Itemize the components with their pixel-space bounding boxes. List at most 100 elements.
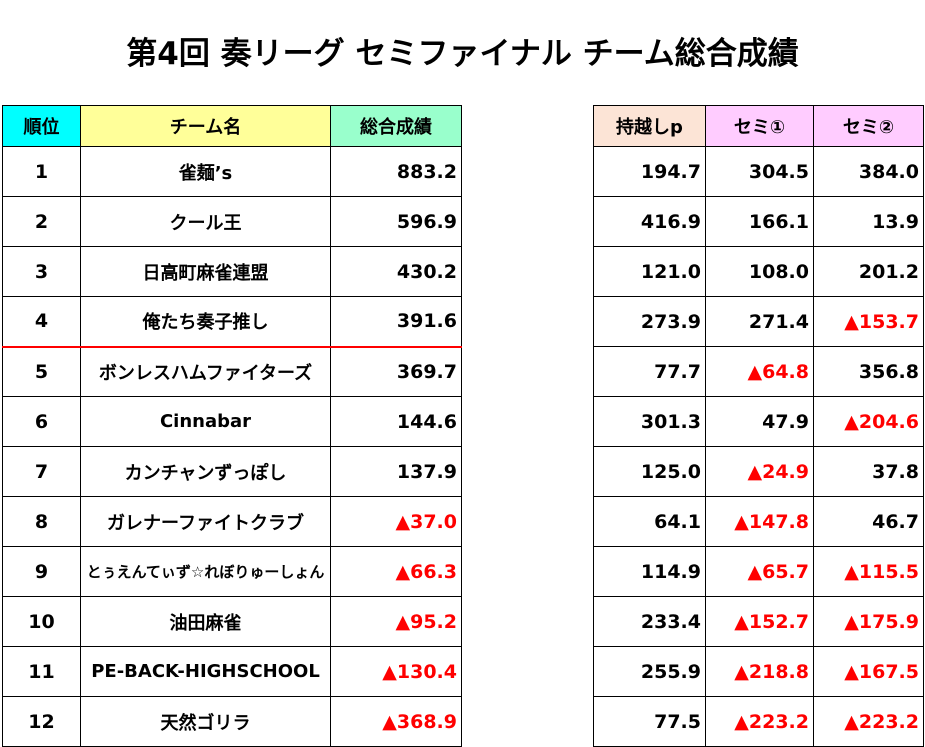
rank-cell: 11 [2, 646, 81, 697]
team-name-cell: 油田麻雀 [80, 596, 331, 647]
breakdown-header-row: 持越しp セミ① セミ② [593, 105, 924, 147]
table-row: 2 クール王 596.9 [2, 196, 462, 247]
rank-cell: 10 [2, 596, 81, 647]
table-row: 1 雀麺’s 883.2 [2, 146, 462, 197]
table-row: 10 油田麻雀 ▲95.2 [2, 596, 462, 647]
carry-points-cell: 77.7 [593, 346, 706, 397]
standings-header-row: 順位 チーム名 総合成績 [2, 105, 462, 147]
total-score-cell: 369.7 [330, 346, 462, 397]
carry-points-cell: 301.3 [593, 396, 706, 447]
team-name-cell: とぅえんてぃず☆れぼりゅーしょん [80, 546, 331, 597]
total-score-cell: 144.6 [330, 396, 462, 447]
carry-points-cell: 273.9 [593, 296, 706, 347]
table-row: 416.9 166.1 13.9 [593, 196, 924, 247]
semi1-score-cell: ▲152.7 [705, 596, 814, 647]
team-name-cell: 雀麺’s [80, 146, 331, 197]
team-name-cell: Cinnabar [80, 396, 331, 447]
table-row: 5 ボンレスハムファイターズ 369.7 [2, 346, 462, 397]
rank-cell: 6 [2, 396, 81, 447]
table-row: 12 天然ゴリラ ▲368.9 [2, 696, 462, 747]
carry-points-cell: 114.9 [593, 546, 706, 597]
semi1-score-cell: ▲218.8 [705, 646, 814, 697]
table-row: 301.3 47.9 ▲204.6 [593, 396, 924, 447]
standings-table: 順位 チーム名 総合成績 1 雀麺’s 883.2 2 クール王 596.9 3 日高町麻雀連… [2, 105, 462, 747]
table-row: 6 Cinnabar 144.6 [2, 396, 462, 447]
total-score-cell: ▲368.9 [330, 696, 462, 747]
rank-cell: 8 [2, 496, 81, 547]
carry-points-cell: 416.9 [593, 196, 706, 247]
rank-cell: 3 [2, 246, 81, 297]
header-total: 総合成績 [330, 105, 462, 147]
semi2-score-cell: ▲153.7 [813, 296, 924, 347]
total-score-cell: 137.9 [330, 446, 462, 497]
rank-cell: 7 [2, 446, 81, 497]
carry-points-cell: 255.9 [593, 646, 706, 697]
semi2-score-cell: ▲175.9 [813, 596, 924, 647]
team-name-cell: カンチャンずっぽし [80, 446, 331, 497]
carry-points-cell: 64.1 [593, 496, 706, 547]
table-row: 9 とぅえんてぃず☆れぼりゅーしょん ▲66.3 [2, 546, 462, 597]
table-row: 4 俺たち奏子推し 391.6 [2, 296, 462, 348]
semi1-score-cell: ▲65.7 [705, 546, 814, 597]
total-score-cell: 391.6 [330, 296, 462, 348]
rank-cell: 2 [2, 196, 81, 247]
semi2-score-cell: ▲223.2 [813, 696, 924, 747]
semi1-score-cell: ▲64.8 [705, 346, 814, 397]
header-carry: 持越しp [593, 105, 706, 147]
table-row: 8 ガレナーファイトクラブ ▲37.0 [2, 496, 462, 547]
carry-points-cell: 125.0 [593, 446, 706, 497]
semi2-score-cell: ▲167.5 [813, 646, 924, 697]
rank-cell: 12 [2, 696, 81, 747]
semi2-score-cell: 13.9 [813, 196, 924, 247]
table-row: 255.9 ▲218.8 ▲167.5 [593, 646, 924, 697]
rank-cell: 4 [2, 296, 81, 348]
table-row: 114.9 ▲65.7 ▲115.5 [593, 546, 924, 597]
table-row: 64.1 ▲147.8 46.7 [593, 496, 924, 547]
semi1-score-cell: 108.0 [705, 246, 814, 297]
header-semi1: セミ① [705, 105, 814, 147]
carry-points-cell: 194.7 [593, 146, 706, 197]
semi2-score-cell: 384.0 [813, 146, 924, 197]
team-name-cell: 日高町麻雀連盟 [80, 246, 331, 297]
team-name-cell: ガレナーファイトクラブ [80, 496, 331, 547]
carry-points-cell: 121.0 [593, 246, 706, 297]
table-row: 273.9 271.4 ▲153.7 [593, 296, 924, 347]
table-row: 3 日高町麻雀連盟 430.2 [2, 246, 462, 297]
total-score-cell: 883.2 [330, 146, 462, 197]
breakdown-table: 持越しp セミ① セミ② 194.7 304.5 384.0 416.9 166.1 13… [593, 105, 924, 747]
semi1-score-cell: ▲147.8 [705, 496, 814, 547]
total-score-cell: ▲130.4 [330, 646, 462, 697]
team-name-cell: 天然ゴリラ [80, 696, 331, 747]
header-semi2: セミ② [813, 105, 924, 147]
carry-points-cell: 233.4 [593, 596, 706, 647]
team-name-cell: PE-BACK-HIGHSCHOOL [80, 646, 331, 697]
table-row: 77.5 ▲223.2 ▲223.2 [593, 696, 924, 747]
semi2-score-cell: ▲115.5 [813, 546, 924, 597]
table-row: 7 カンチャンずっぽし 137.9 [2, 446, 462, 497]
semi1-score-cell: ▲223.2 [705, 696, 814, 747]
rank-cell: 5 [2, 346, 81, 397]
header-rank: 順位 [2, 105, 81, 147]
table-row: 121.0 108.0 201.2 [593, 246, 924, 297]
semi1-score-cell: 47.9 [705, 396, 814, 447]
semi2-score-cell: 356.8 [813, 346, 924, 397]
total-score-cell: 596.9 [330, 196, 462, 247]
table-row: 125.0 ▲24.9 37.8 [593, 446, 924, 497]
total-score-cell: 430.2 [330, 246, 462, 297]
total-score-cell: ▲66.3 [330, 546, 462, 597]
table-row: 11 PE-BACK-HIGHSCHOOL ▲130.4 [2, 646, 462, 697]
semi2-score-cell: 46.7 [813, 496, 924, 547]
table-row: 194.7 304.5 384.0 [593, 146, 924, 197]
semi1-score-cell: 304.5 [705, 146, 814, 197]
rank-cell: 9 [2, 546, 81, 597]
total-score-cell: ▲37.0 [330, 496, 462, 547]
team-name-cell: 俺たち奏子推し [80, 296, 331, 348]
table-row: 233.4 ▲152.7 ▲175.9 [593, 596, 924, 647]
table-row: 77.7 ▲64.8 356.8 [593, 346, 924, 397]
header-team: チーム名 [80, 105, 331, 147]
rank-cell: 1 [2, 146, 81, 197]
page-title: 第4回 奏リーグ セミファイナル チーム総合成績 [126, 36, 799, 72]
team-name-cell: ボンレスハムファイターズ [80, 346, 331, 397]
carry-points-cell: 77.5 [593, 696, 706, 747]
semi2-score-cell: ▲204.6 [813, 396, 924, 447]
